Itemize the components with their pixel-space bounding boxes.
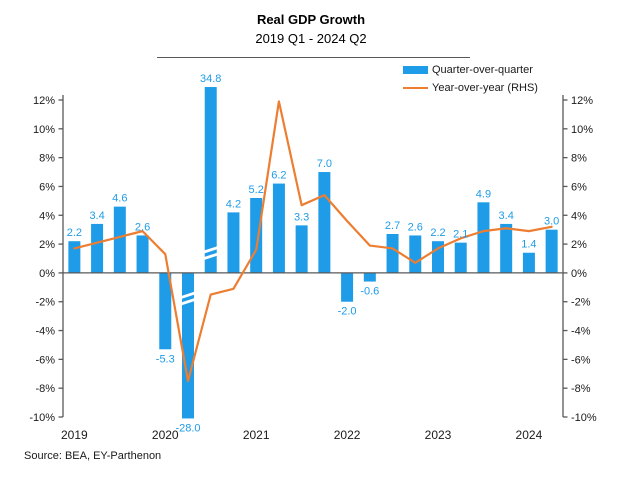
bar-2020-q1 <box>159 272 172 350</box>
right-axis-tick-label: 0% <box>571 268 587 280</box>
bar-data-label: -0.6 <box>360 286 379 298</box>
bar-2019-q1 <box>68 241 81 273</box>
right-axis-tick-label: 4% <box>571 210 587 222</box>
bar-2021-q4 <box>318 172 331 273</box>
bar-2021-q3 <box>295 225 308 273</box>
bar-data-label: 34.8 <box>200 73 221 85</box>
bar-2019-q2 <box>91 223 104 273</box>
bar-2022-q1 <box>341 272 354 302</box>
bar-data-label: -5.3 <box>156 353 175 365</box>
bar-data-label: -28.0 <box>175 422 200 434</box>
axis-break-mark <box>201 252 220 261</box>
bar-data-label: 4.2 <box>226 198 241 210</box>
x-axis-year-label: 2022 <box>334 428 361 442</box>
bar-data-label: 2.2 <box>67 227 82 239</box>
bar-data-label: 1.4 <box>521 239 536 251</box>
legend-label-yoy: Year-over-year (RHS) <box>432 82 538 94</box>
left-axis-tick-label: 4% <box>39 210 55 222</box>
bar-data-label: 4.6 <box>112 193 127 205</box>
bar-2023-q2 <box>454 242 467 273</box>
bar-data-label: 6.2 <box>271 170 286 182</box>
bar-data-label: 2.2 <box>430 227 445 239</box>
left-axis-tick-label: -2% <box>35 297 55 309</box>
left-axis-tick-label: 10% <box>33 124 55 136</box>
bar-data-label: 2.6 <box>135 221 150 233</box>
bar-data-label: 3.0 <box>544 216 559 228</box>
legend-item-qoq: Quarter-over-quarter <box>403 61 538 79</box>
bar-2022-q3 <box>386 234 399 273</box>
x-axis-year-label: 2019 <box>61 428 88 442</box>
bar-data-label: -2.0 <box>338 306 357 318</box>
right-axis-tick-label: -2% <box>571 297 591 309</box>
left-axis-tick-label: 2% <box>39 239 55 251</box>
right-axis-tick-label: 2% <box>571 239 587 251</box>
bar-2023-q4 <box>500 223 513 273</box>
bar-2022-q4 <box>409 235 422 273</box>
bar-2021-q1 <box>250 197 263 273</box>
bar-data-label: 3.4 <box>499 210 514 222</box>
right-axis-tick-label: -10% <box>571 412 597 424</box>
bar-data-label: 2.1 <box>453 229 468 241</box>
bar-2023-q3 <box>477 202 490 273</box>
bar-data-label: 5.2 <box>249 184 264 196</box>
x-axis-year-label: 2020 <box>152 428 179 442</box>
bar-data-label: 7.0 <box>317 158 332 170</box>
line-series-swatch-icon <box>403 86 428 90</box>
bar-data-label: 3.4 <box>89 210 104 222</box>
bar-2019-q4 <box>136 235 149 273</box>
right-axis-tick-label: 10% <box>571 124 593 136</box>
axis-break-mark <box>179 297 197 306</box>
bar-data-label: 4.9 <box>476 188 491 200</box>
axis-break-mark <box>179 291 197 300</box>
left-axis-tick-label: 0% <box>39 268 55 280</box>
bar-2019-q3 <box>113 206 126 273</box>
left-axis-tick-label: -6% <box>35 354 55 366</box>
bar-data-label: 3.3 <box>294 211 309 223</box>
x-axis-year-label: 2021 <box>243 428 270 442</box>
right-axis-tick-label: 6% <box>571 181 587 193</box>
bar-data-label: 2.7 <box>385 220 400 232</box>
bar-2024-q2 <box>545 229 558 273</box>
bar-2020-q4 <box>227 212 240 273</box>
bar-series-swatch-icon <box>403 66 428 74</box>
x-axis-year-label: 2024 <box>516 428 543 442</box>
right-axis-tick-label: -4% <box>571 326 591 338</box>
chart-title: Real GDP Growth <box>256 12 366 27</box>
bar-data-label: 2.6 <box>408 221 423 233</box>
title-divider <box>157 57 470 58</box>
bar-2024-q1 <box>522 252 535 273</box>
left-axis-tick-label: 8% <box>39 153 55 165</box>
bar-2020-q2 <box>182 272 194 419</box>
right-axis-tick-label: 12% <box>571 95 593 107</box>
bar-2022-q2 <box>363 272 376 282</box>
axis-break-mark <box>201 245 220 254</box>
left-axis-tick-label: -10% <box>29 412 55 424</box>
yoy-line <box>73 100 553 383</box>
legend-item-yoy: Year-over-year (RHS) <box>403 79 538 97</box>
right-axis-tick-label: -6% <box>571 354 591 366</box>
bar-2021-q2 <box>272 183 285 273</box>
legend-label-qoq: Quarter-over-quarter <box>432 64 533 76</box>
chart-subtitle: 2019 Q1 - 2024 Q2 <box>255 31 367 46</box>
left-axis-tick-label: 12% <box>33 95 55 107</box>
bar-2020-q3 <box>204 87 217 273</box>
source-note: Source: BEA, EY-Parthenon <box>24 450 162 462</box>
legend: Quarter-over-quarter Year-over-year (RHS… <box>403 61 538 97</box>
x-axis-year-label: 2023 <box>425 428 452 442</box>
right-axis-tick-label: 8% <box>571 153 587 165</box>
left-axis-tick-label: -4% <box>35 326 55 338</box>
left-axis-tick-label: -8% <box>35 383 55 395</box>
right-axis-tick-label: -8% <box>571 383 591 395</box>
left-axis-tick-label: 6% <box>39 181 55 193</box>
